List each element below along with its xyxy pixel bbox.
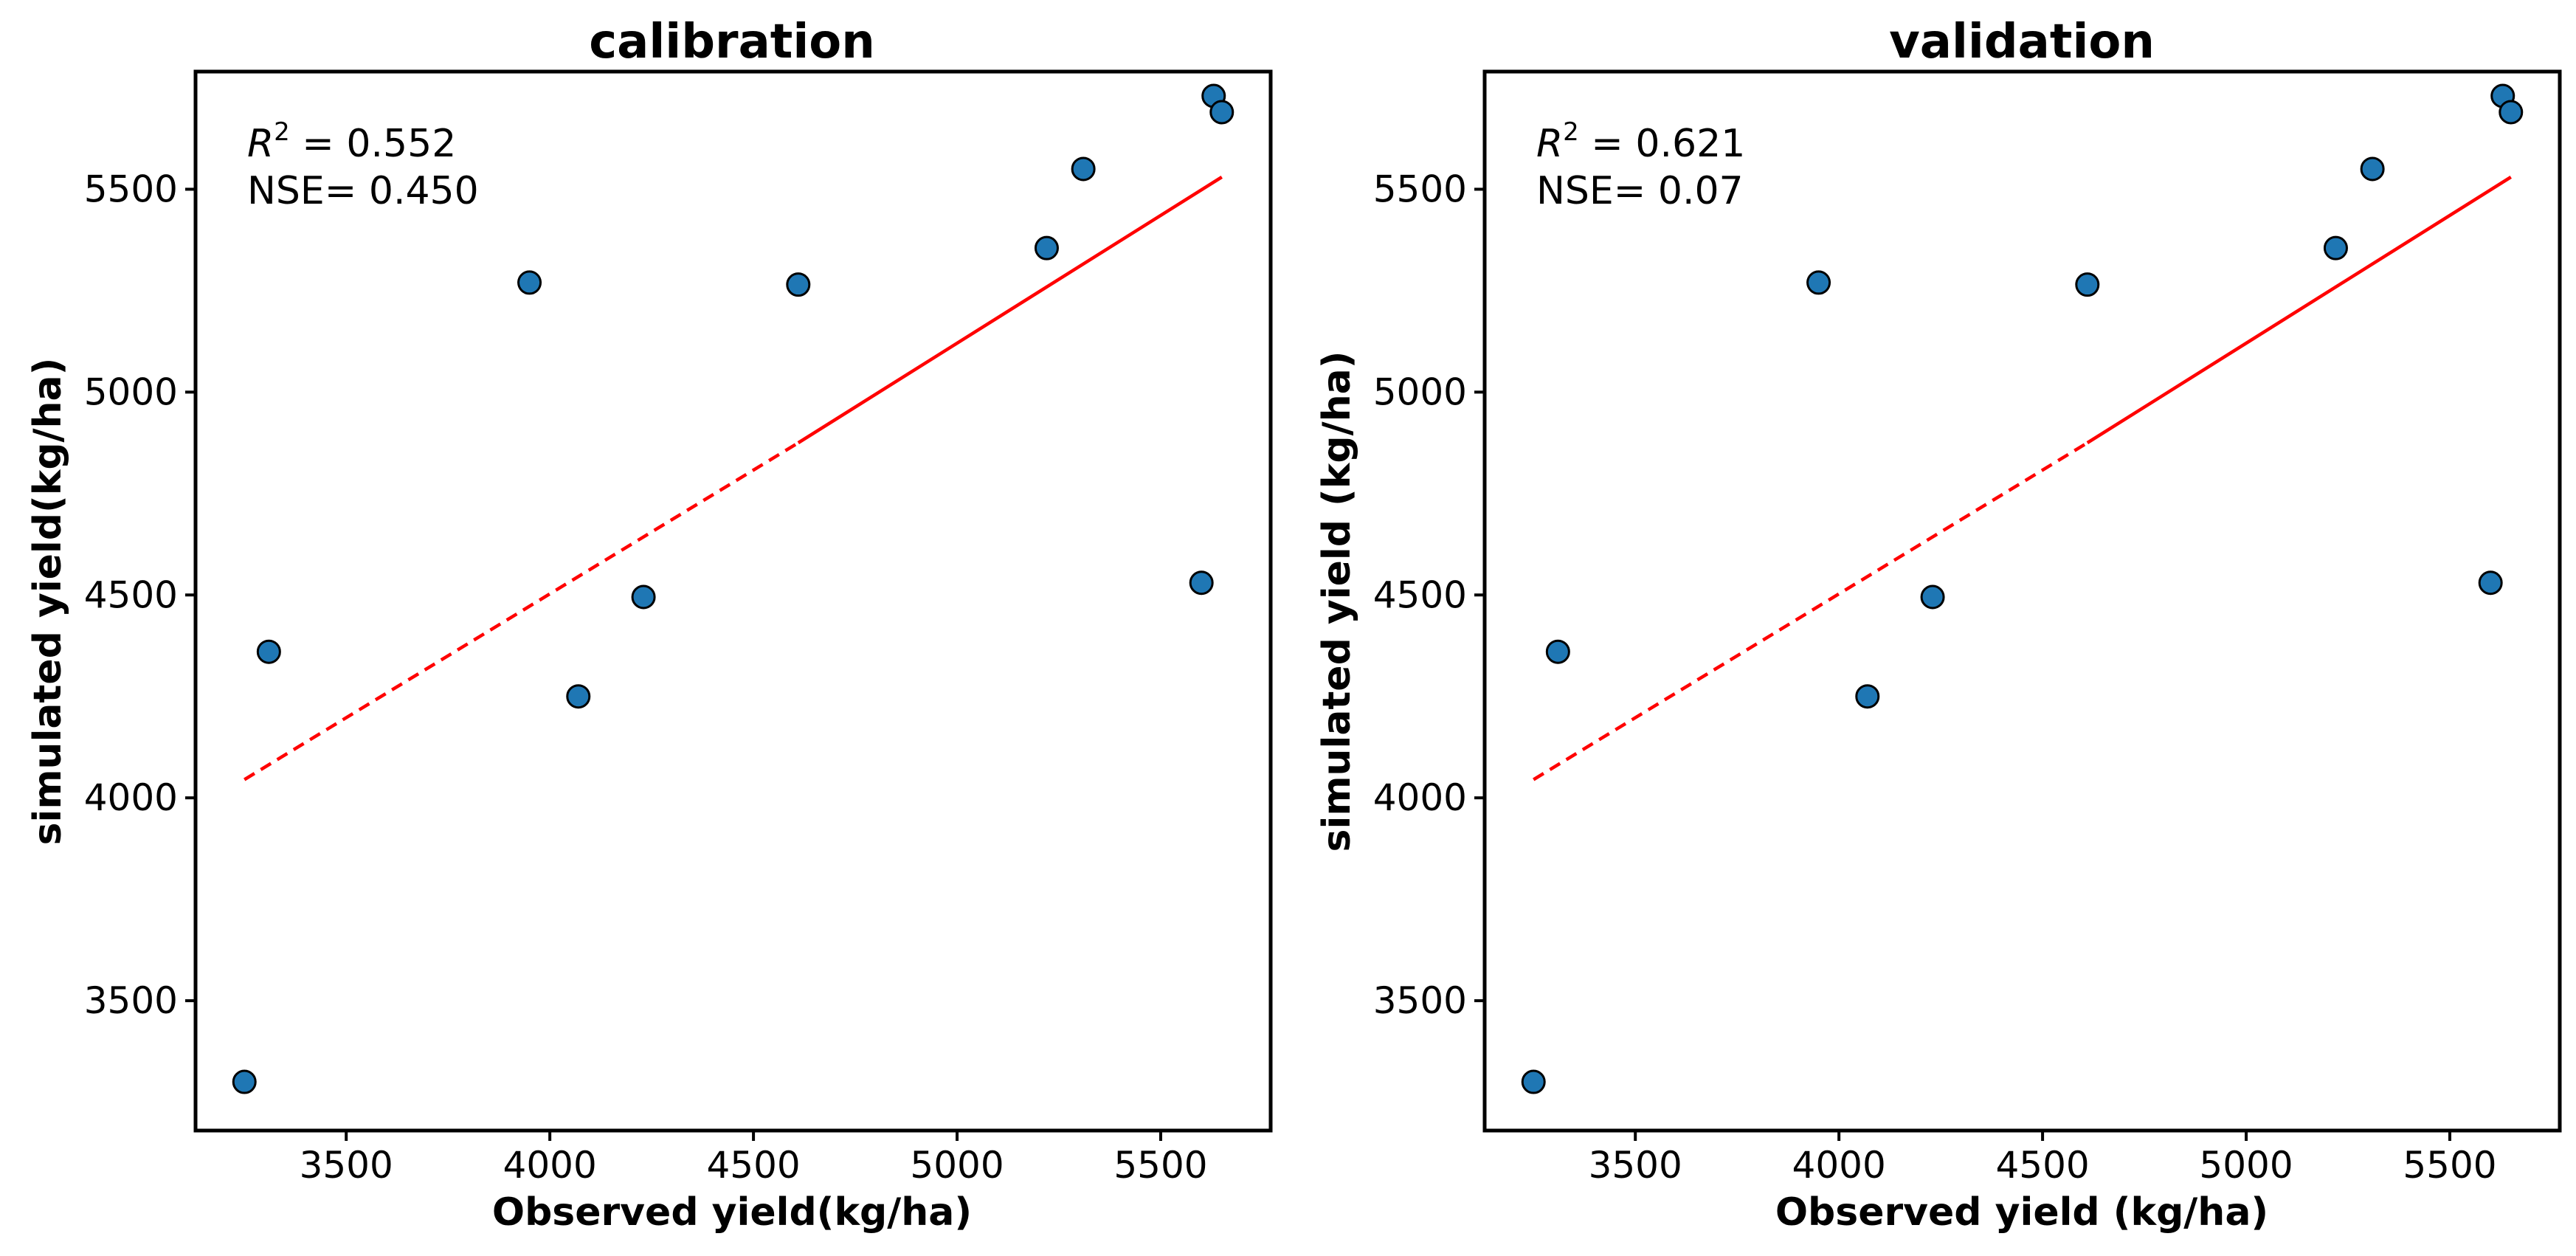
scatter-points bbox=[1521, 83, 2524, 1094]
scatter-point bbox=[1189, 570, 1214, 596]
scatter-point bbox=[1920, 584, 1945, 610]
x-tick-label: 4500 bbox=[706, 1144, 800, 1187]
r2-annotation: R2 = 0.621 bbox=[1536, 117, 1745, 166]
y-axis-label: simulated yield (kg/ha) bbox=[1315, 351, 1359, 852]
chart-title: validation bbox=[1889, 15, 2155, 69]
scatter-points bbox=[232, 83, 1235, 1094]
scatter-point bbox=[1806, 270, 1831, 295]
nse-annotation: NSE= 0.07 bbox=[1536, 169, 1744, 213]
scatter-point bbox=[232, 1069, 257, 1094]
scatter-point bbox=[786, 272, 811, 297]
scatter-point bbox=[1209, 100, 1235, 125]
scatter-point bbox=[2478, 570, 2503, 596]
r2-value: = 0.552 bbox=[290, 122, 457, 166]
axis-ticks: 3500 4000 4500 5000 5500 3500 4000 4500 5000 5500 bbox=[84, 168, 1208, 1187]
fit-line-group bbox=[244, 176, 1223, 781]
fit-line-solid bbox=[2086, 176, 2512, 444]
y-tick-label: 5500 bbox=[84, 168, 178, 210]
scatter-point bbox=[1034, 235, 1059, 260]
x-tick-label: 5000 bbox=[910, 1144, 1004, 1187]
scatter-point bbox=[1855, 684, 1880, 709]
x-tick-label: 5500 bbox=[1113, 1144, 1207, 1187]
r2-annotation: R2 = 0.552 bbox=[247, 117, 456, 166]
x-tick-label: 4500 bbox=[1995, 1144, 2089, 1187]
r2-exponent: 2 bbox=[1563, 117, 1579, 147]
x-axis-label: Observed yield (kg/ha) bbox=[1775, 1190, 2268, 1235]
scatter-point bbox=[2075, 272, 2100, 297]
y-tick-label: 5000 bbox=[84, 370, 178, 413]
y-tick-label: 3500 bbox=[1373, 979, 1467, 1022]
y-tick-label: 4000 bbox=[1373, 776, 1467, 819]
validation-panel: validation 3500 4000 4500 5000 5500 3500 4000 4… bbox=[1315, 15, 2562, 1235]
x-tick-label: 5000 bbox=[2199, 1144, 2293, 1187]
y-tick-label: 4000 bbox=[84, 776, 178, 819]
fit-line-dashed bbox=[1533, 441, 2088, 781]
x-tick-label: 5500 bbox=[2403, 1144, 2496, 1187]
chart-title: calibration bbox=[589, 15, 875, 69]
scatter-point bbox=[631, 584, 656, 610]
scatter-point bbox=[517, 270, 542, 295]
r2-exponent: 2 bbox=[274, 117, 290, 147]
fit-line-solid bbox=[797, 176, 1223, 444]
fit-line-group bbox=[1533, 176, 2512, 781]
x-tick-label: 3500 bbox=[300, 1144, 393, 1187]
scatter-point bbox=[2323, 235, 2348, 260]
y-tick-label: 5000 bbox=[1373, 370, 1467, 413]
r2-symbol: R bbox=[1536, 122, 1563, 166]
x-tick-label: 3500 bbox=[1589, 1144, 1682, 1187]
scatter-point bbox=[1521, 1069, 1546, 1094]
scatter-point bbox=[1545, 639, 1570, 664]
scatter-point bbox=[566, 684, 591, 709]
scatter-point bbox=[2360, 156, 2385, 182]
y-tick-label: 5500 bbox=[1373, 168, 1467, 210]
x-tick-label: 4000 bbox=[1792, 1144, 1886, 1187]
nse-annotation: NSE= 0.450 bbox=[247, 169, 479, 213]
plot-frame bbox=[1482, 69, 2562, 1133]
y-tick-label: 4500 bbox=[1373, 573, 1467, 616]
axis-ticks: 3500 4000 4500 5000 5500 3500 4000 4500 5000 5500 bbox=[1373, 168, 2497, 1187]
y-tick-label: 3500 bbox=[84, 979, 178, 1022]
r2-value: = 0.621 bbox=[1579, 122, 1746, 166]
fit-line-dashed bbox=[244, 441, 799, 781]
x-axis-label: Observed yield(kg/ha) bbox=[492, 1190, 972, 1235]
scatter-point bbox=[1071, 156, 1096, 182]
y-axis-label: simulated yield(kg/ha) bbox=[26, 358, 70, 846]
scatter-point bbox=[2499, 100, 2524, 125]
plot-frame bbox=[193, 69, 1273, 1133]
y-tick-label: 4500 bbox=[84, 573, 178, 616]
scatter-point bbox=[256, 639, 281, 664]
calibration-panel: calibration 3500 4000 4500 5000 5500 3500 4000… bbox=[26, 15, 1273, 1235]
x-tick-label: 4000 bbox=[503, 1144, 597, 1187]
r2-symbol: R bbox=[247, 122, 274, 166]
